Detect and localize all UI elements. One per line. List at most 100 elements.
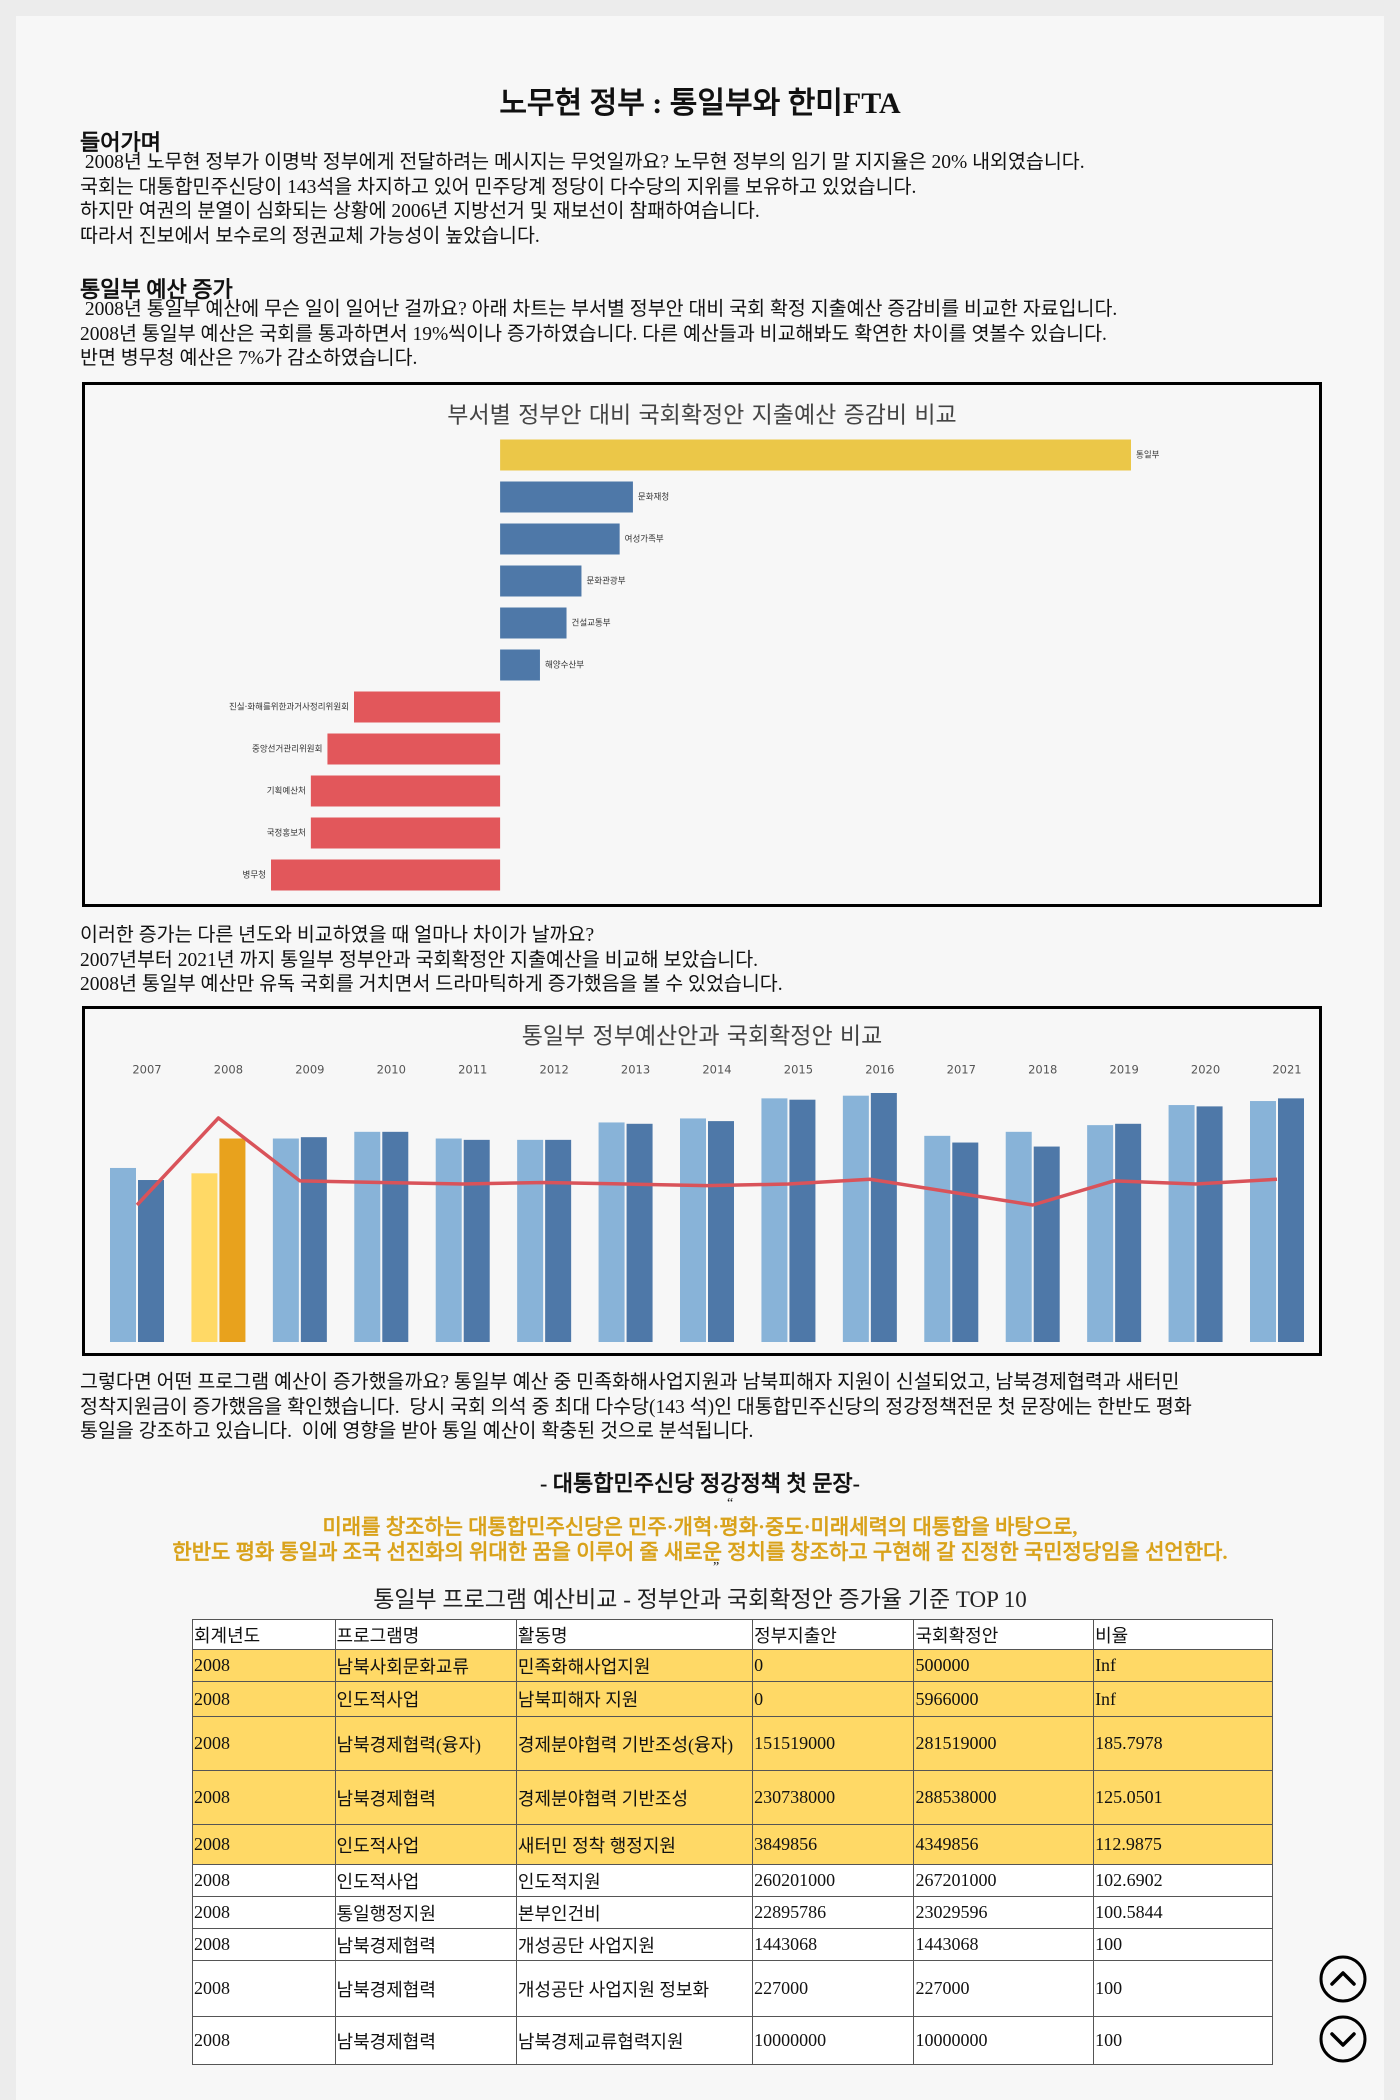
bar xyxy=(110,1167,136,1342)
paragraph: 그렇다면 어떤 프로그램 예산이 증가했을까요? 통일부 예산 중 민족화해사업… xyxy=(80,1371,1330,1445)
chart-frame: 부서별 정부안 대비 국회확정안 지출예산 증감비 비교 통일부 문화재청 여성가족부… xyxy=(82,382,1322,907)
table-cell: 개성공단 사업지원 xyxy=(515,1928,754,1961)
table-cell: 230738000 xyxy=(752,1770,915,1825)
table-row: 2008 남북경제협력 남북경제교류협력지원 10000000 10000000 100 xyxy=(192,2016,1273,2065)
x-tick-label: 2008 xyxy=(214,1063,243,1077)
bar xyxy=(1033,1146,1060,1342)
table-cell: 125.0501 xyxy=(1093,1770,1273,1825)
table-cell: 100 xyxy=(1093,2016,1273,2065)
table-cell: 남북경제협력 xyxy=(334,1928,517,1961)
text-line: 국회는 대통합민주신당이 143석을 차지하고 있어 민주당계 정당이 다수당의… xyxy=(80,176,917,198)
bar xyxy=(354,1131,381,1342)
column-header: 활동명 xyxy=(515,1619,754,1650)
text-line: 2007년부터 2021년 까지 통일부 정부안과 국회확정안 지출예산을 비교… xyxy=(80,949,759,971)
x-tick-label: 2014 xyxy=(702,1063,731,1077)
bar xyxy=(382,1131,409,1342)
bar xyxy=(1168,1105,1195,1342)
bar xyxy=(1278,1098,1304,1342)
bar-label: 국정홍보처 xyxy=(267,828,306,839)
section-heading: 들어가며 xyxy=(80,130,161,155)
bar-label: 기획예산처 xyxy=(267,786,306,797)
bar xyxy=(500,523,620,555)
table-cell: 인도적사업 xyxy=(334,1824,517,1865)
x-tick-label: 2016 xyxy=(865,1063,894,1077)
line xyxy=(135,1116,1278,1207)
bar xyxy=(500,607,567,639)
bar-label: 통일부 xyxy=(1136,451,1160,461)
chart: 부서별 정부안 대비 국회확정안 지출예산 증감비 비교통일부문화재청여성가족부… xyxy=(229,403,1160,891)
table-cell: 281519000 xyxy=(913,1716,1095,1771)
table-row: 2008 통일행정지원 본부인건비 22895786 23029596 100.5844 xyxy=(192,1896,1273,1929)
bar xyxy=(517,1139,544,1342)
bar xyxy=(463,1139,490,1342)
table-cell: 0 xyxy=(752,1649,915,1682)
table-cell: 남북경제협력 xyxy=(334,1770,517,1825)
bar xyxy=(500,439,1132,471)
x-tick-label: 2021 xyxy=(1272,1063,1301,1077)
table-cell: 151519000 xyxy=(752,1716,915,1771)
bar-label: 건설교통부 xyxy=(572,618,611,629)
bar xyxy=(761,1098,788,1342)
bar xyxy=(924,1135,951,1342)
column-header: 정부지출안 xyxy=(752,1619,915,1650)
table-cell: 2008 xyxy=(192,1770,336,1825)
x-tick-label: 2020 xyxy=(1191,1063,1220,1077)
quote-heading: - 대통합민주신당 정강정책 첫 문장- xyxy=(539,1471,860,1496)
text-line: 정착지원금이 증가했음을 확인했습니다. 당시 국회 의석 중 최대 다수당(1… xyxy=(80,1396,1192,1418)
section-heading: 통일부 예산 증가 xyxy=(80,277,233,302)
table-row: 2008 인도적사업 남북피해자 지원 0 5966000 Inf xyxy=(192,1681,1273,1717)
table-cell: 2008 xyxy=(192,1824,336,1865)
table-cell: 2008 xyxy=(192,1864,336,1897)
bar xyxy=(1087,1125,1114,1342)
bar-label: 중앙선거관리위원회 xyxy=(252,744,322,755)
x-tick-label: 2019 xyxy=(1110,1063,1139,1077)
scroll-up-button[interactable] xyxy=(1318,1954,1368,2004)
table-cell: 남북경제교류협력지원 xyxy=(515,2016,754,2065)
bar xyxy=(952,1142,979,1342)
table-cell: 새터민 정착 행정지원 xyxy=(515,1824,754,1865)
bar xyxy=(598,1122,625,1342)
table-row: 2008 남북경제협력(융자) 경제분야협력 기반조성(융자) 151519000 28… xyxy=(192,1716,1273,1771)
text-line: 따라서 진보에서 보수로의 정권교체 가능성이 높았습니다. xyxy=(80,225,540,247)
table-cell: 남북사회문화교류 xyxy=(334,1649,517,1682)
table-cell: 2008 xyxy=(192,1716,336,1771)
table-cell: 개성공단 사업지원 정보화 xyxy=(515,1960,754,2017)
bar xyxy=(626,1123,653,1342)
table-cell: 2008 xyxy=(192,1928,336,1961)
table-cell: 0 xyxy=(752,1681,915,1717)
table-cell: 2008 xyxy=(192,1896,336,1929)
table-header-row: 회계년도 프로그램명 활동명 정부지출안 국회확정안 비율 xyxy=(192,1619,1273,1650)
table-cell: 112.9875 xyxy=(1093,1824,1273,1865)
bar xyxy=(310,817,501,849)
table-cell: 인도적지원 xyxy=(515,1864,754,1897)
text-line: 그렇다면 어떤 프로그램 예산이 증가했을까요? 통일부 예산 중 민족화해사업… xyxy=(80,1372,1180,1393)
bar-label: 해양수산부 xyxy=(545,660,584,671)
table-cell: 경제분야협력 기반조성 xyxy=(515,1770,754,1825)
text-line: 2008년 통일부 예산만 유독 국회를 거치면서 드라마틱하게 증가했음을 볼… xyxy=(80,974,783,995)
table-cell: 3849856 xyxy=(752,1824,915,1865)
table-cell: 185.7978 xyxy=(1093,1716,1273,1771)
table-cell: 10000000 xyxy=(913,2016,1095,2065)
table-cell: 2008 xyxy=(192,1681,336,1717)
bar xyxy=(272,1138,299,1342)
quote-close: ” xyxy=(713,1560,720,1575)
table-cell: 남북경제협력 xyxy=(334,1960,517,2017)
bar xyxy=(1196,1106,1223,1342)
bar xyxy=(500,649,540,681)
text-line: 2008년 통일부 예산은 국회를 통과하면서 19%씩이나 증가하였습니다. … xyxy=(80,323,1107,345)
table-cell: 민족화해사업지원 xyxy=(515,1649,754,1682)
scroll-down-button[interactable] xyxy=(1318,2014,1368,2064)
table-cell: 4349856 xyxy=(913,1824,1095,1865)
chart-title: 통일부 정부예산안과 국회확정안 비교 xyxy=(522,1024,883,1050)
text-line: 반면 병무청 예산은 7%가 감소하였습니다. xyxy=(80,348,418,369)
bar xyxy=(789,1099,816,1342)
table-cell: 5966000 xyxy=(913,1681,1095,1717)
bar xyxy=(500,565,582,597)
data-table: 회계년도 프로그램명 활동명 정부지출안 국회확정안 비율 2008 남북사회문화교류 민족화해… xyxy=(192,1619,1273,2065)
x-tick-label: 2009 xyxy=(295,1063,324,1077)
table-row: 2008 남북사회문화교류 민족화해사업지원 0 500000 Inf xyxy=(192,1649,1273,1682)
table-cell: 2008 xyxy=(192,1960,336,2017)
table-row: 2008 남북경제협력 개성공단 사업지원 1443068 1443068 100 xyxy=(192,1928,1273,1961)
column-header: 프로그램명 xyxy=(334,1619,517,1650)
